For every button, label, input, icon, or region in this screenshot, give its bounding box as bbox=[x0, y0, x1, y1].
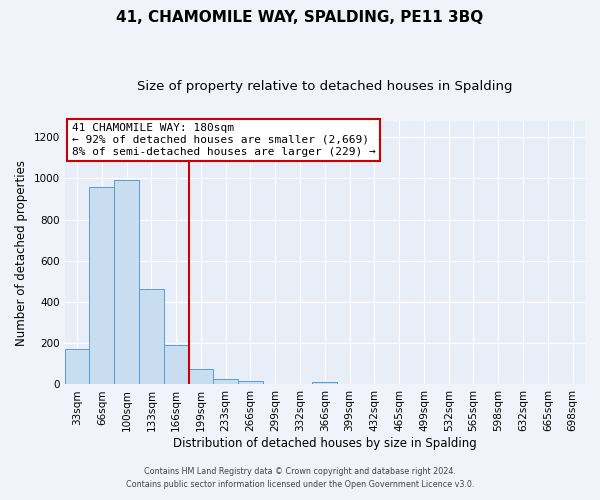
Bar bbox=[188, 369, 214, 384]
Bar bbox=[313, 382, 337, 384]
Bar bbox=[65, 350, 89, 384]
Bar bbox=[214, 380, 238, 384]
Text: 41 CHAMOMILE WAY: 180sqm
← 92% of detached houses are smaller (2,669)
8% of semi: 41 CHAMOMILE WAY: 180sqm ← 92% of detach… bbox=[71, 124, 376, 156]
Text: 41, CHAMOMILE WAY, SPALDING, PE11 3BQ: 41, CHAMOMILE WAY, SPALDING, PE11 3BQ bbox=[116, 10, 484, 25]
X-axis label: Distribution of detached houses by size in Spalding: Distribution of detached houses by size … bbox=[173, 437, 477, 450]
Text: Contains HM Land Registry data © Crown copyright and database right 2024.
Contai: Contains HM Land Registry data © Crown c… bbox=[126, 468, 474, 489]
Bar bbox=[114, 180, 139, 384]
Bar bbox=[164, 346, 188, 385]
Y-axis label: Number of detached properties: Number of detached properties bbox=[15, 160, 28, 346]
Bar bbox=[89, 186, 114, 384]
Title: Size of property relative to detached houses in Spalding: Size of property relative to detached ho… bbox=[137, 80, 512, 93]
Bar bbox=[238, 382, 263, 384]
Bar bbox=[139, 288, 164, 384]
